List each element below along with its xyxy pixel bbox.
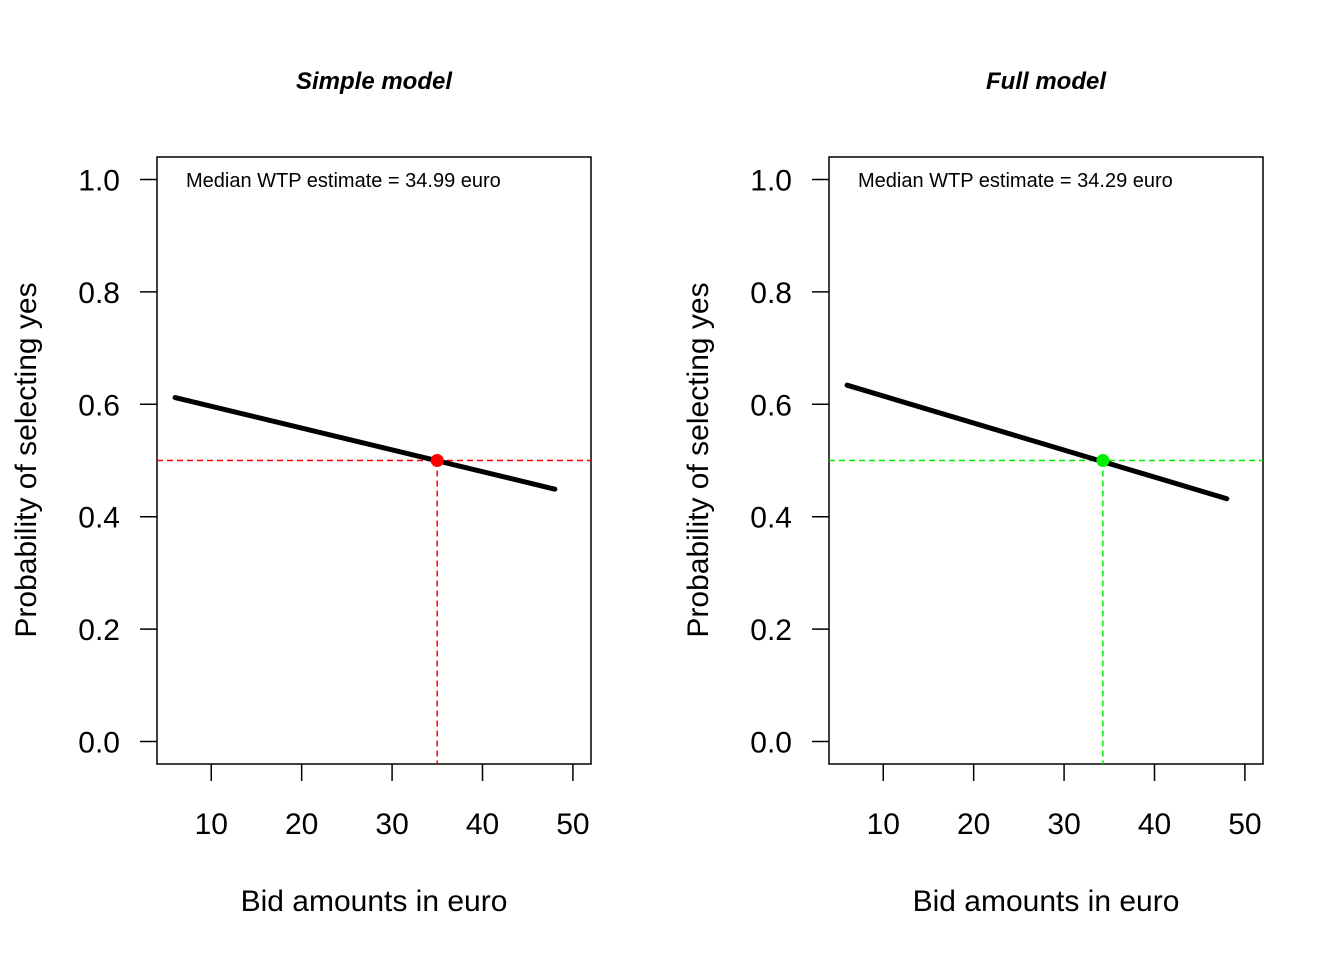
full-model-wtp-annotation: Median WTP estimate = 34.29 euro [858,170,1173,192]
full-model-x-axis-label: Bid amounts in euro [913,885,1180,918]
full-model-x-tick-label: 30 [1047,808,1080,841]
full-model-y-tick-label: 1.0 [750,164,792,197]
simple-model-x-tick-label: 40 [466,808,499,841]
simple-model-wtp-annotation: Median WTP estimate = 34.99 euro [186,170,501,192]
simple-model-x-tick-label: 20 [285,808,318,841]
full-model-wtp-point [1096,454,1110,467]
simple-model-title: Simple model [296,68,453,95]
full-model-x-tick-label: 20 [957,808,990,841]
full-model-y-tick-label: 0.0 [750,727,792,760]
full-model-title: Full model [986,68,1107,95]
simple-model-y-tick-label: 0.4 [78,502,120,535]
simple-model-y-tick-label: 0.8 [78,277,120,310]
full-model-y-tick-label: 0.6 [750,389,792,422]
simple-model-x-axis-label: Bid amounts in euro [241,885,508,918]
simple-model-x-tick-label: 10 [195,808,228,841]
simple-model-x-tick-label: 30 [375,808,408,841]
full-model-x-tick-label: 10 [867,808,900,841]
simple-model-x-tick-label: 50 [556,808,589,841]
full-model-y-tick-label: 0.8 [750,277,792,310]
simple-model-probability-curve [172,395,558,492]
simple-model-wtp-point [430,454,444,467]
full-model-y-axis-label: Probability of selecting yes [682,282,715,637]
simple-model-y-tick-label: 0.6 [78,389,120,422]
full-model-probability-curve [844,382,1230,502]
full-model-y-tick-label: 0.2 [750,614,792,647]
simple-model-y-axis-label: Probability of selecting yes [10,282,43,637]
simple-model-y-tick-label: 0.0 [78,727,120,760]
simple-model-panel: Simple model Median WTP estimate = 34.99… [10,68,592,918]
full-model-panel: Full model Median WTP estimate = 34.29 e… [682,68,1264,918]
full-model-x-tick-label: 50 [1228,808,1261,841]
full-model-x-tick-label: 40 [1138,808,1171,841]
simple-model-y-tick-label: 1.0 [78,164,120,197]
full-model-y-tick-label: 0.4 [750,502,792,535]
simple-model-y-tick-label: 0.2 [78,614,120,647]
